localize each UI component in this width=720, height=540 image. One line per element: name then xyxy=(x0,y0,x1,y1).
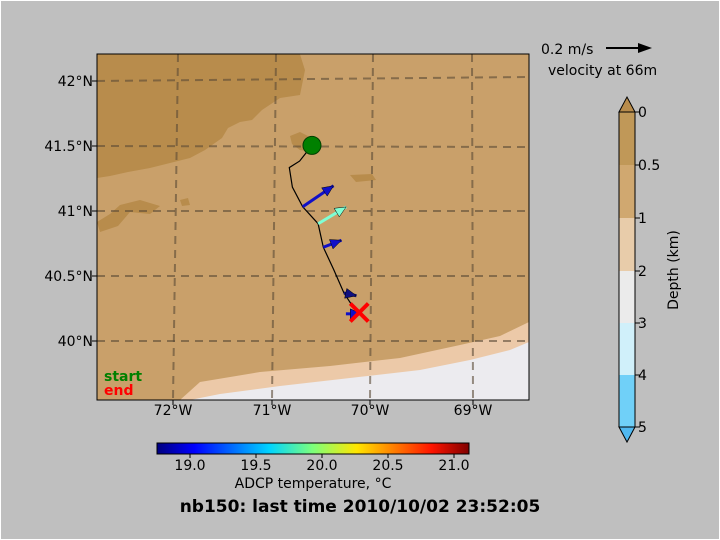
velocity-key: 0.2 m/s velocity at 66m xyxy=(541,42,657,79)
velocity-vector xyxy=(343,288,358,299)
velocity-vector-head xyxy=(333,206,347,218)
lat-tick-label: 41°N xyxy=(58,204,93,220)
end-marker-icon xyxy=(348,302,370,323)
lat-tick-label: 42°N xyxy=(58,74,93,90)
depth-tick-label: 1 xyxy=(638,211,647,227)
legend-start-label: start xyxy=(104,369,142,385)
velocity-vector xyxy=(322,238,343,250)
lat-tick-label: 40.5°N xyxy=(44,269,93,285)
map-panel: 72°W 71°W 70°W 69°W 42°N 41.5°N 41°N 40.… xyxy=(44,53,530,419)
deep-water xyxy=(190,342,529,400)
ship-track xyxy=(288,145,360,313)
start-marker-icon xyxy=(302,135,322,155)
depth-band xyxy=(619,165,635,218)
lon-tick-label: 71°W xyxy=(253,403,292,419)
depth-colorbar: 0 0.5 1 2 3 4 5 Depth (km) xyxy=(618,95,682,444)
depth-tick-label: 0 xyxy=(638,105,647,121)
temperature-colorbar-label: ADCP temperature, °C xyxy=(235,476,392,492)
temperature-tick-label: 20.5 xyxy=(372,458,403,474)
legend-end-label: end xyxy=(104,383,133,399)
map-frame xyxy=(96,53,530,401)
depth-tick-label: 5 xyxy=(638,420,647,436)
figure-title: nb150: last time 2010/10/02 23:52:05 xyxy=(180,497,541,517)
velocity-vector-head xyxy=(329,239,343,250)
depth-band xyxy=(619,323,635,375)
velocity-vector xyxy=(317,205,347,226)
velocity-vector xyxy=(301,184,335,209)
lon-tick-label: 70°W xyxy=(351,403,390,419)
temperature-colorbar: 19.0 19.5 20.0 20.5 21.0 ADCP temperatur… xyxy=(156,442,470,492)
velocity-key-arrow-icon xyxy=(606,43,652,53)
velocity-key-sublabel: velocity at 66m xyxy=(548,63,657,79)
end-marker-stroke xyxy=(348,302,370,323)
velocity-vector-head xyxy=(321,185,335,197)
land-mass xyxy=(97,54,305,178)
map-ticks xyxy=(92,80,474,405)
lon-tick-label: 72°W xyxy=(154,403,193,419)
lat-tick-label: 41.5°N xyxy=(44,139,93,155)
depth-band xyxy=(619,112,635,165)
lat-tick-label: 40°N xyxy=(58,334,93,350)
depth-band xyxy=(619,218,635,271)
temperature-colorbar-ticks xyxy=(189,454,455,458)
map-graticule xyxy=(97,54,529,400)
depth-colorbar-title: Depth (km) xyxy=(666,230,682,310)
depth-tick-label: 3 xyxy=(638,316,647,332)
temperature-tick-label: 19.5 xyxy=(240,458,271,474)
depth-band xyxy=(619,375,635,427)
track-layer xyxy=(288,135,370,323)
temperature-tick-label: 21.0 xyxy=(438,458,469,474)
depth-band xyxy=(619,271,635,323)
lon-tick-label: 69°W xyxy=(454,403,493,419)
temperature-colorbar-gradient xyxy=(156,442,470,455)
temperature-tick-label: 20.0 xyxy=(306,458,337,474)
depth-colorbar-frame xyxy=(618,111,636,428)
depth-tick-label: 2 xyxy=(638,264,647,280)
velocity-key-label: 0.2 m/s xyxy=(541,42,593,58)
depth-tick-label: 4 xyxy=(638,368,647,384)
velocity-vector-head xyxy=(344,288,358,299)
depth-tick-label: 0.5 xyxy=(638,158,660,174)
temperature-tick-label: 19.0 xyxy=(174,458,205,474)
cape-cod xyxy=(300,54,375,118)
depth-colorbar-ticks xyxy=(635,111,640,428)
